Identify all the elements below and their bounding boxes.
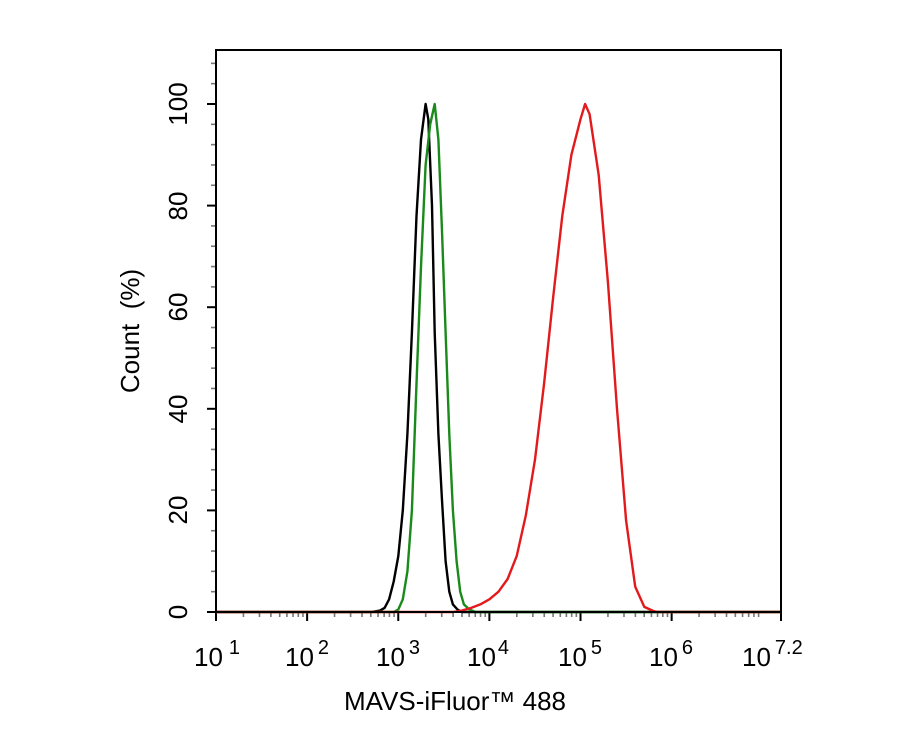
plot-frame bbox=[215, 49, 782, 613]
x-tick-exponent: 1 bbox=[229, 637, 240, 659]
y-tick-label-20: 20 bbox=[163, 496, 193, 525]
y-tick-label-80: 80 bbox=[163, 192, 193, 221]
x-tick-base: 10 bbox=[649, 642, 678, 672]
x-tick-label-3: 10 3 bbox=[376, 637, 420, 672]
x-tick-labels: 10 1 10 2 10 3 10 4 10 5 10 6 10 7.2 bbox=[194, 637, 803, 672]
x-tick-base: 10 bbox=[558, 642, 587, 672]
x-tick-label-4: 10 4 bbox=[467, 637, 509, 672]
x-tick-label-6: 10 6 bbox=[649, 637, 693, 672]
x-tick-base: 10 bbox=[376, 642, 405, 672]
major-ticks bbox=[207, 103, 782, 621]
x-tick-base: 10 bbox=[285, 642, 314, 672]
x-tick-exponent: 6 bbox=[682, 637, 693, 659]
x-tick-exponent: 4 bbox=[498, 637, 509, 659]
x-tick-exponent: 2 bbox=[318, 637, 329, 659]
minor-ticks bbox=[211, 62, 760, 617]
x-tick-exponent: 3 bbox=[409, 637, 420, 659]
x-tick-label-1: 10 1 bbox=[194, 637, 240, 672]
x-tick-exponent: 7.2 bbox=[775, 637, 803, 659]
y-tick-labels: 0 20 40 60 80 100 bbox=[163, 82, 193, 619]
y-tick-label-60: 60 bbox=[163, 293, 193, 322]
x-tick-base: 10 bbox=[742, 642, 771, 672]
y-tick-label-40: 40 bbox=[163, 395, 193, 424]
y-tick-label-100: 100 bbox=[163, 82, 193, 125]
histogram-series-2 bbox=[216, 102, 781, 614]
x-tick-base: 10 bbox=[194, 642, 223, 672]
x-tick-label-5: 10 5 bbox=[558, 637, 602, 672]
x-tick-label-7-2: 10 7.2 bbox=[742, 637, 803, 672]
x-tick-exponent: 5 bbox=[591, 637, 602, 659]
series-group bbox=[216, 102, 781, 614]
histogram-series-3 bbox=[216, 102, 781, 614]
x-tick-base: 10 bbox=[467, 642, 496, 672]
x-axis-title: MAVS-iFluor™ 488 bbox=[344, 686, 566, 716]
y-axis-title: Count (%) bbox=[115, 269, 145, 393]
x-tick-label-2: 10 2 bbox=[285, 637, 329, 672]
y-tick-label-0: 0 bbox=[163, 605, 193, 619]
histogram-series-1 bbox=[216, 102, 781, 614]
